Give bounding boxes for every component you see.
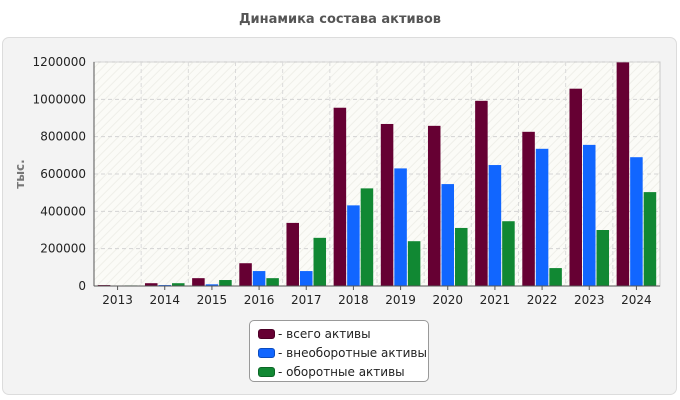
bar-series-2-2018 <box>360 188 374 286</box>
bar-series-2-2017 <box>313 237 327 286</box>
bar-series-1-2016 <box>252 271 266 286</box>
y-tick-label: 400000 <box>40 204 86 218</box>
bar-series-2-2022 <box>549 268 562 286</box>
bar-series-0-2019 <box>380 123 394 287</box>
x-tick-label: 2019 <box>385 293 416 307</box>
y-tick-label: 1000000 <box>33 92 86 106</box>
bar-series-2-2016 <box>266 278 279 286</box>
legend-swatch-current-assets <box>258 366 275 377</box>
legend-label-current-assets: - оборотные активы <box>278 364 405 379</box>
bar-series-2-2024 <box>643 192 657 286</box>
legend-label-noncurrent-assets: - внеоборотные активы <box>278 345 427 360</box>
bar-series-2-2014 <box>172 283 185 286</box>
y-axis-label: тыс. <box>13 159 27 188</box>
x-tick-label: 2013 <box>102 293 133 307</box>
y-tick-label: 600000 <box>40 167 86 181</box>
x-tick-label: 2024 <box>621 293 652 307</box>
x-tick-label: 2020 <box>432 293 463 307</box>
bar-series-0-2020 <box>427 125 441 286</box>
bar-series-0-2015 <box>192 278 205 286</box>
y-tick-label: 1200000 <box>33 55 86 69</box>
bar-series-1-2022 <box>535 148 549 286</box>
bar-series-1-2021 <box>488 165 502 286</box>
bar-series-2-2019 <box>407 241 421 286</box>
legend-item-current-assets: - оборотные активы <box>258 362 428 381</box>
bar-series-1-2024 <box>630 157 643 286</box>
bar-series-2-2023 <box>596 230 610 286</box>
x-tick-label: 2015 <box>197 293 228 307</box>
x-tick-label: 2022 <box>527 293 558 307</box>
legend-item-noncurrent-assets: - внеоборотные активы <box>258 343 428 362</box>
y-tick-label: 0 <box>78 279 86 293</box>
chart-title: Динамика состава активов <box>238 12 442 27</box>
bar-series-2-2015 <box>219 280 232 286</box>
legend: - всего активы - внеоборотные активы - о… <box>249 320 429 382</box>
legend-item-total-assets: - всего активы <box>258 324 428 343</box>
bar-series-1-2018 <box>347 205 360 286</box>
legend-swatch-noncurrent-assets <box>258 347 275 358</box>
bar-series-0-2021 <box>475 100 488 287</box>
x-tick-label: 2023 <box>574 293 605 307</box>
x-tick-label: 2017 <box>291 293 322 307</box>
bar-series-1-2023 <box>582 144 596 286</box>
bar-series-0-2018 <box>333 107 347 286</box>
bar-series-0-2023 <box>569 88 582 287</box>
bar-series-0-2022 <box>522 131 535 286</box>
bar-series-2-2021 <box>502 221 515 286</box>
x-tick-label: 2021 <box>480 293 511 307</box>
bar-series-1-2019 <box>394 168 407 286</box>
x-tick-label: 2014 <box>149 293 180 307</box>
bar-series-0-2017 <box>286 222 299 286</box>
bar-series-1-2017 <box>299 271 313 286</box>
y-tick-label: 800000 <box>40 130 86 144</box>
bar-series-1-2020 <box>441 184 455 286</box>
x-tick-label: 2016 <box>244 293 275 307</box>
legend-label-total-assets: - всего активы <box>278 326 371 341</box>
legend-swatch-total-assets <box>258 328 275 339</box>
bar-series-0-2014 <box>144 283 158 286</box>
bar-series-1-2015 <box>205 284 219 286</box>
x-tick-label: 2018 <box>338 293 369 307</box>
bar-series-0-2024 <box>616 62 630 286</box>
bar-series-2-2020 <box>455 227 468 286</box>
y-tick-label: 200000 <box>40 242 86 256</box>
bar-series-0-2016 <box>239 263 252 286</box>
